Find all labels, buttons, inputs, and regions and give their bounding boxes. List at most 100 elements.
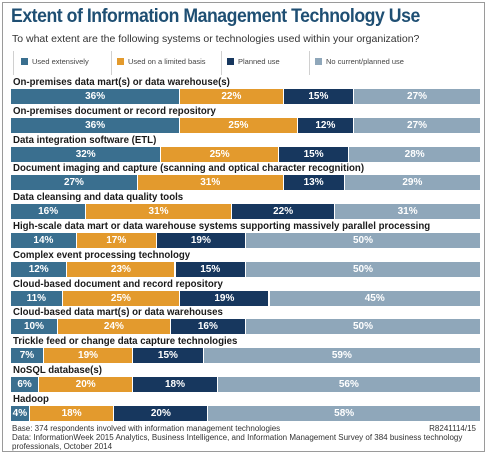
category-label: Data cleansing and data quality tools [13, 191, 184, 204]
bar-segment-planned-use: 16% [170, 319, 246, 335]
category-label: Trickle feed or change data capture tech… [13, 335, 238, 348]
legend-swatch [21, 58, 28, 65]
legend-divider [309, 51, 310, 75]
legend-divider [111, 51, 112, 75]
bar-segment-planned-use: 18% [133, 377, 218, 392]
bar-segment-planned-use: 22% [231, 204, 336, 220]
stacked-bar: 6% 20% 18% 56% [11, 377, 481, 392]
category-label: Hadoop [13, 392, 49, 405]
bar-segment-used-on-a-limited-basis: 25% [62, 290, 181, 306]
legend-swatch [117, 58, 124, 65]
bar-segment-used-on-a-limited-basis: 17% [76, 233, 157, 248]
bar-row: Data integration software (ETL) 32% 25% 15%… [11, 134, 481, 164]
bar-row: Trickle feed or change data capture tech… [11, 335, 481, 365]
bar-row: Hadoop 4% 18% 20% 58% [11, 393, 481, 423]
footer-data-line2: professionals, October 2014 [12, 442, 113, 451]
bar-segment-used-extensively: 6% [11, 377, 40, 392]
bar-segment-used-extensively: 36% [11, 117, 181, 133]
stacked-bar: 10% 24% 16% 50% [11, 319, 481, 335]
bar-row: NoSQL database(s) 6% 20% 18% 56% [11, 364, 481, 394]
bar-segment-used-on-a-limited-basis: 25% [180, 117, 298, 133]
bar-segment-used-extensively: 10% [11, 319, 58, 335]
bar-row: Document imaging and capture (scanning a… [11, 162, 481, 192]
bar-segment-used-on-a-limited-basis: 31% [137, 175, 284, 191]
bar-segment-no-current-planned-use: 45% [269, 290, 481, 306]
stacked-bar: 36% 22% 15% 27% [11, 89, 481, 104]
bar-segment-used-on-a-limited-basis: 22% [180, 89, 284, 104]
bar-segment-no-current-planned-use: 56% [217, 377, 481, 392]
bar-segment-planned-use: 19% [180, 290, 270, 306]
category-label: Data integration software (ETL) [13, 133, 157, 146]
bar-segment-used-extensively: 4% [11, 405, 30, 421]
bar-segment-used-on-a-limited-basis: 18% [29, 405, 115, 421]
bar-segment-used-on-a-limited-basis: 31% [86, 204, 232, 220]
footer-base: Base: 374 respondents involved with info… [12, 424, 281, 433]
bar-segment-no-current-planned-use: 31% [335, 204, 481, 220]
bar-segment-used-extensively: 32% [11, 146, 162, 162]
bar-segment-planned-use: 15% [283, 89, 355, 104]
bar-segment-used-on-a-limited-basis: 23% [67, 261, 176, 277]
bar-segment-used-on-a-limited-basis: 20% [39, 377, 134, 392]
bar-segment-used-extensively: 12% [11, 261, 68, 277]
bar-segment-no-current-planned-use: 29% [344, 175, 481, 191]
stacked-bar: 4% 18% 20% 58% [11, 405, 481, 421]
bar-segment-used-extensively: 36% [11, 89, 181, 104]
stacked-bar: 32% 25% 15% 28% [11, 146, 481, 162]
legend-divider [221, 51, 222, 75]
bar-row: Complex event processing technology 12% 23… [11, 249, 481, 279]
stacked-bar: 36% 25% 12% 27% [11, 117, 481, 133]
bar-segment-used-extensively: 11% [11, 290, 63, 306]
chart-subtitle: To what extent are the following systems… [12, 33, 420, 45]
legend-swatch [315, 58, 322, 65]
bar-segment-no-current-planned-use: 50% [246, 319, 481, 335]
legend-item-no-use: No current/planned use [315, 57, 404, 66]
footer-code: R8241114/15 [429, 424, 476, 433]
stacked-bar: 16% 31% 22% 31% [11, 204, 481, 220]
legend-item-used-extensively: Used extensively [21, 57, 89, 66]
legend-divider [13, 51, 14, 75]
category-label: High-scale data mart or data warehouse s… [13, 220, 431, 232]
category-label: Complex event processing technology [13, 248, 191, 261]
bar-row: Data cleansing and data quality tools 16%… [11, 191, 481, 221]
category-label: On-premises document or record repositor… [13, 104, 216, 117]
bar-segment-no-current-planned-use: 50% [246, 261, 481, 277]
bar-segment-planned-use: 13% [283, 175, 345, 191]
category-label: Cloud-based document and record reposito… [13, 277, 223, 290]
category-label: Document imaging and capture (scanning a… [13, 162, 365, 175]
bar-segment-used-extensively: 7% [11, 348, 44, 364]
stacked-bar: 7% 19% 15% 59% [11, 348, 481, 364]
bar-row: Cloud-based document and record reposito… [11, 278, 481, 308]
bar-segment-used-on-a-limited-basis: 24% [58, 319, 171, 335]
bar-segment-planned-use: 15% [278, 146, 350, 162]
bar-row: On-premises document or record repositor… [11, 105, 481, 135]
stacked-bar: 27% 31% 13% 29% [11, 175, 481, 191]
bar-segment-no-current-planned-use: 50% [246, 233, 481, 248]
legend-label: No current/planned use [326, 57, 404, 66]
bar-row: On-premises data mart(s) or data warehou… [11, 76, 481, 106]
bar-segment-no-current-planned-use: 27% [354, 89, 481, 104]
bar-segment-planned-use: 15% [175, 261, 246, 277]
bar-row: High-scale data mart or data warehouse s… [11, 220, 481, 250]
bar-segment-no-current-planned-use: 59% [203, 348, 481, 364]
stacked-bar: 12% 23% 15% 50% [11, 261, 481, 277]
bar-segment-planned-use: 19% [156, 233, 246, 248]
category-label: On-premises data mart(s) or data warehou… [13, 76, 230, 88]
chart-legend: Used extensively Used on a limited basis… [13, 51, 481, 75]
stacked-bar: 14% 17% 19% 50% [11, 233, 481, 248]
stacked-bar: 11% 25% 19% 45% [11, 290, 481, 306]
bar-segment-no-current-planned-use: 28% [349, 146, 481, 162]
bar-segment-used-on-a-limited-basis: 25% [161, 146, 279, 162]
bar-segment-used-extensively: 14% [11, 233, 77, 248]
bar-segment-no-current-planned-use: 27% [354, 117, 481, 133]
bar-segment-used-extensively: 16% [11, 204, 87, 220]
legend-item-used-limited: Used on a limited basis [117, 57, 206, 66]
bar-row: Cloud-based data mart(s) or data warehou… [11, 306, 481, 336]
legend-swatch [227, 58, 234, 65]
bar-segment-no-current-planned-use: 58% [208, 405, 481, 421]
chart-title: Extent of Information Management Technol… [11, 6, 420, 27]
bar-segment-planned-use: 12% [297, 117, 355, 133]
bar-segment-used-on-a-limited-basis: 19% [43, 348, 134, 364]
category-label: NoSQL database(s) [13, 364, 102, 376]
bar-segment-planned-use: 15% [133, 348, 204, 364]
legend-label: Planned use [238, 57, 280, 66]
